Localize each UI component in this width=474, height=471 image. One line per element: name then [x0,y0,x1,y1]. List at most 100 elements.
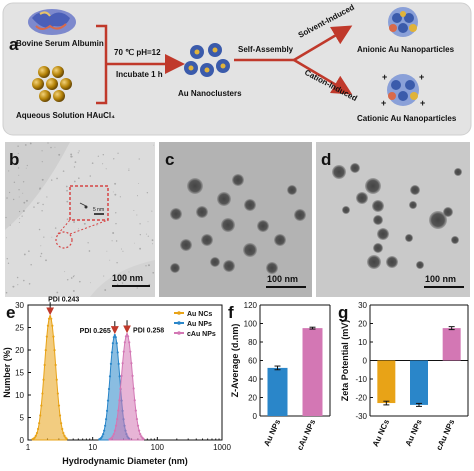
tem-nanoparticle [244,199,256,211]
merge-line-bottom [96,64,108,105]
tem-speckle-dot [62,170,65,172]
y-axis-title: Number (%) [2,347,12,398]
data-point [58,414,62,417]
tem-speckle-dot [47,142,49,144]
tem-speckle-dot [54,146,56,148]
legend-marker [177,321,181,325]
tem-speckle-dot [89,282,91,284]
tem-speckle-dot [33,206,35,208]
data-point [45,335,48,338]
tem-speckle-dot [51,179,53,181]
panel-b: b 5 nm 100 nm [5,142,155,297]
tem-speckle-dot [66,200,69,203]
data-point [111,435,114,438]
self-assembly-label: Self-Assembly [238,45,294,54]
tem-speckle-dot [50,146,52,149]
data-point [34,434,37,437]
y-tick-label: 0 [20,436,25,445]
tem-speckle-dot [22,192,24,194]
panel-label-a: a [9,35,19,54]
tem-nanoparticle [367,255,381,269]
y-tick-label: 120 [244,301,258,310]
tem-nanoparticle [386,256,398,268]
tem-speckle-dot [151,210,153,212]
anionic-label: Anionic Au Nanoparticles [357,45,455,54]
data-point [124,335,128,338]
panel-label-g: g [338,303,348,322]
tem-nanoparticles-c [170,174,306,274]
y-tick-label: 15 [15,369,24,378]
tem-nanoparticle [365,178,381,194]
tem-speckle-dot [151,239,154,242]
bar [410,360,428,405]
data-point [51,324,54,327]
legend-marker [177,331,181,335]
tem-nanoparticle [429,211,447,229]
tem-speckle-dot [87,242,89,244]
x-tick-label: 10 [88,443,97,452]
tem-speckle-dot [83,222,86,225]
tem-speckle-dot [64,271,66,273]
tem-speckle-dot [122,250,124,252]
data-point [102,433,105,436]
condition-bottom: Incubate 1 h [116,70,163,79]
bar [267,367,288,416]
tem-nanoparticle [454,168,462,176]
tem-speckle-dot [37,202,39,205]
data-point [120,374,123,377]
tem-speckle-dot [139,234,141,236]
z-average-chart: f 0 20 40 60 80 100 120 Au NPs cAu NPs Z-Average … [228,301,331,452]
tem-speckle-dot [134,242,135,244]
data-point [116,351,119,354]
tem-speckle-dot [152,243,154,245]
bar [442,328,461,361]
tem-speckle-dot [45,259,47,262]
tem-nanoparticle [377,228,389,240]
tem-speckle-dot [121,282,124,284]
tem-speckle-dot [70,153,73,156]
tem-speckle-dot [91,162,94,165]
category-label: cAu NPs [434,418,456,452]
tem-speckle-dot [106,250,108,252]
y-tick-label: -10 [355,375,367,384]
tem-nanoparticle [210,257,220,267]
tem-speckle-dot [39,188,41,190]
data-point [44,349,47,352]
tem-speckle-dot [5,216,7,219]
tem-speckle-dot [19,218,21,220]
bar [302,328,323,416]
tem-speckle-dot [38,228,41,231]
data-point [63,434,66,437]
tem-speckle-dot [96,225,98,227]
tem-nanoparticle [196,206,208,218]
data-point [114,336,117,339]
data-point [61,427,64,431]
svg-text:+: + [420,98,425,108]
data-point [135,417,139,421]
data-point [56,392,59,395]
tem-speckle-dot [73,166,76,168]
anionic-nanoparticle-icon [388,7,418,37]
tem-nanoparticle [373,243,383,253]
tem-speckle-dot [77,152,79,154]
nanoclusters-label: Au Nanoclusters [178,89,242,98]
data-point [110,351,113,354]
tem-nanoparticle [201,234,213,246]
data-point [142,437,145,440]
tem-speckle-dot [70,277,73,279]
data-point [105,409,109,412]
y-axis-title: Zeta Potential (mV) [340,320,350,402]
tem-speckle-dot [78,150,80,152]
tem-speckle-dot [102,163,104,165]
tem-speckle-dot [73,221,76,223]
panel-label-b: b [9,150,19,169]
tem-speckle-dot [133,210,135,211]
tem-speckle-dot [9,224,11,226]
bar [377,360,396,404]
tem-speckle-dot [116,283,119,286]
tem-speckle-dot [41,161,43,163]
tem-speckle-dot [23,201,26,204]
data-point [128,341,131,344]
scale-label-d: 100 nm [425,274,456,284]
x-axis-title: Hydrodynamic Diameter (nm) [62,456,188,466]
